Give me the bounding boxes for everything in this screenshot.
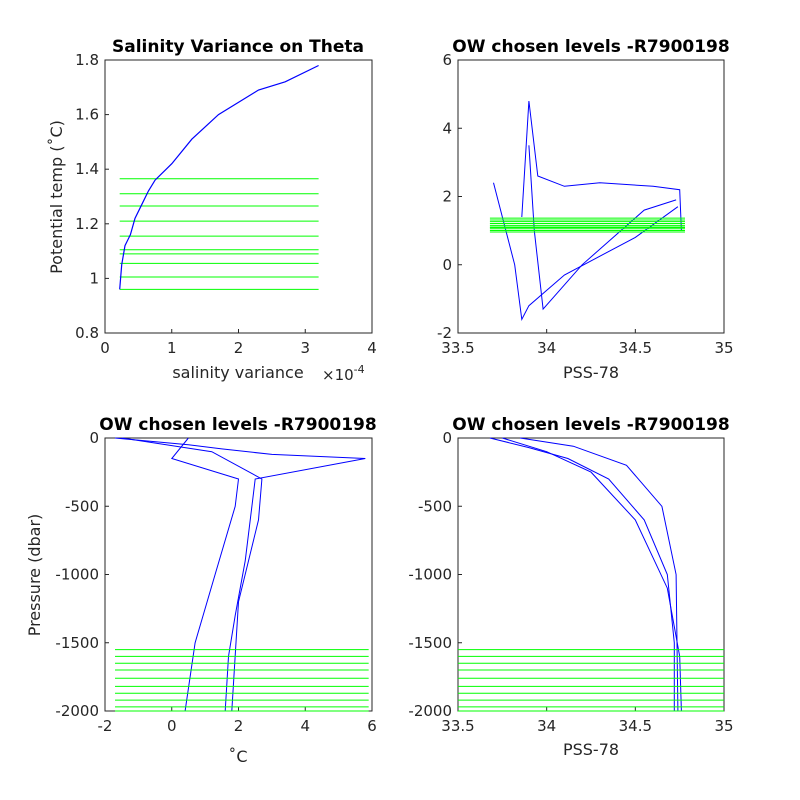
series-line: [114, 437, 366, 712]
panel-4-title: OW chosen levels -R7900198: [452, 415, 729, 435]
panel-temperature-pressure: OW chosen levels -R7900198 -2 0 2 4 6 -2000 -1…: [25, 415, 377, 766]
y-tick-label: -2000: [55, 702, 99, 720]
panel-4-ticks: 33.5 34 34.5 35 -2000 -1500 -1000 -500 0: [408, 429, 733, 735]
plot-area-2: [457, 59, 725, 334]
series-line: [121, 437, 263, 712]
x-tick-label: 1: [167, 339, 177, 357]
x-tick-label: 0: [167, 717, 177, 735]
x-tick-label: 6: [367, 717, 377, 735]
y-tick-label: 1.4: [75, 160, 99, 178]
y-tick-label: -2000: [408, 702, 452, 720]
y-tick-label: -2: [437, 324, 452, 342]
x-tick-label: 33.5: [441, 717, 474, 735]
y-tick-label: 0: [442, 429, 452, 447]
panel-2-ticks: 33.5 34 34.5 35 -2 0 2 4 6: [437, 51, 734, 357]
x-tick-label: 2: [234, 339, 244, 357]
panel-3-xlabel: ˚C: [228, 747, 247, 766]
x-tick-label: 3: [300, 339, 310, 357]
series-line: [528, 145, 677, 311]
panel-4-chosen-levels: [458, 649, 724, 712]
x-tick-label: 34: [537, 339, 556, 357]
y-tick-label: 6: [442, 51, 452, 69]
panel-3-series: [114, 437, 366, 712]
y-tick-label: 0.8: [75, 324, 99, 342]
y-tick-label: 1.2: [75, 215, 99, 233]
panel-2-chosen-levels: [489, 217, 685, 233]
panel-salinity-pressure: OW chosen levels -R7900198 33.5 34 34.5 35 -…: [408, 415, 733, 759]
panel-2-series: [493, 100, 682, 322]
series-line: [521, 100, 682, 231]
series-line: [170, 437, 240, 712]
y-tick-label: -1000: [408, 566, 452, 584]
x-tick-label: 34.5: [619, 717, 652, 735]
series-line: [489, 437, 675, 711]
panel-1-x-exponent: ×10-4: [322, 363, 365, 384]
x-tick-label: 34.5: [619, 339, 652, 357]
y-tick-label: 2: [442, 188, 452, 206]
y-tick-label: -500: [65, 497, 99, 515]
panel-3-ylabel: Pressure (dbar): [25, 514, 44, 637]
y-tick-label: 0: [89, 429, 99, 447]
x-tick-label: -2: [98, 717, 113, 735]
x-tick-label: 35: [714, 717, 733, 735]
panel-3-chosen-levels: [115, 649, 369, 712]
series-line: [493, 182, 679, 322]
series-line: [119, 64, 319, 290]
panel-2-title: OW chosen levels -R7900198: [452, 37, 729, 57]
x-tick-label: 0: [100, 339, 110, 357]
y-tick-label: 1.8: [75, 51, 99, 69]
y-tick-label: -1500: [408, 634, 452, 652]
panel-salinity-variance: Salinity Variance on Theta 0 1 2 3 4 0.8 1 1.2 1…: [47, 37, 377, 384]
x-tick-label: 33.5: [441, 339, 474, 357]
x-tick-label: 34: [537, 717, 556, 735]
y-tick-label: -500: [418, 497, 452, 515]
y-tick-label: 1.6: [75, 106, 99, 124]
y-tick-label: 0: [442, 256, 452, 274]
panel-1-ticks: 0 1 2 3 4 0.8 1 1.2 1.4 1.6 1.8: [75, 51, 377, 357]
x-tick-label: 4: [367, 339, 377, 357]
y-tick-label: 4: [442, 119, 452, 137]
x-tick-label: 2: [234, 717, 244, 735]
panel-1-xlabel: salinity variance: [172, 363, 303, 382]
panel-1-chosen-levels: [119, 178, 319, 290]
panel-1-title: Salinity Variance on Theta: [112, 37, 364, 57]
x-tick-label: 35: [714, 339, 733, 357]
panel-3-title: OW chosen levels -R7900198: [99, 415, 376, 435]
panel-salinity-theta: OW chosen levels -R7900198 33.5 34 34.5 35 -…: [437, 37, 734, 382]
panel-4-xlabel: PSS-78: [563, 740, 619, 759]
plot-area-3: [104, 437, 373, 712]
panel-1-series: [119, 64, 319, 290]
panel-1-ylabel: Potential temp (˚C): [47, 120, 66, 274]
y-tick-label: 1: [89, 269, 99, 287]
y-tick-label: -1500: [55, 634, 99, 652]
plot-area-1: [104, 59, 373, 334]
series-line: [520, 437, 679, 712]
panel-2-xlabel: PSS-78: [563, 363, 619, 382]
x-tick-label: 4: [300, 717, 310, 735]
y-tick-label: -1000: [55, 566, 99, 584]
panel-3-ticks: -2 0 2 4 6 -2000 -1500 -1000 -500 0: [55, 429, 376, 735]
